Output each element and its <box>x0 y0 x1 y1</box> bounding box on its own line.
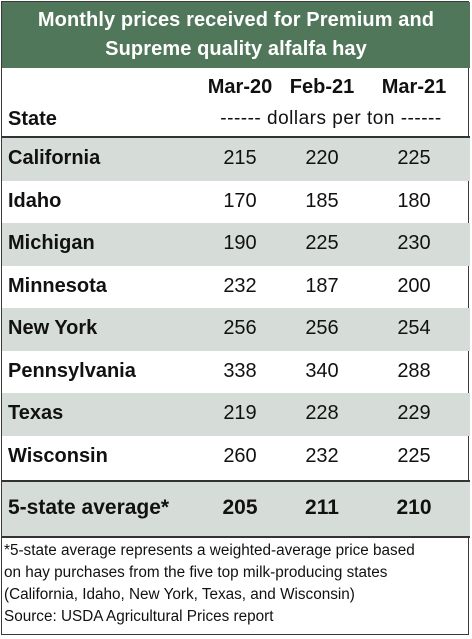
price-mar-20: 260 <box>223 444 257 467</box>
footnote: *5-state average represents a weighted-a… <box>4 540 468 628</box>
average-value-feb-21: 211 <box>305 496 339 519</box>
price-mar-20: 190 <box>223 232 257 254</box>
price-mar-21: 254 <box>397 317 431 339</box>
state-name: California <box>8 147 101 169</box>
price-feb-21: 187 <box>305 274 339 297</box>
price-mar-20: 338 <box>223 359 257 382</box>
price-mar-20: 256 <box>223 317 257 339</box>
price-feb-21: 225 <box>305 232 339 254</box>
state-name: Idaho <box>8 189 62 212</box>
price-mar-21: 288 <box>397 359 431 382</box>
price-mar-21: 230 <box>397 232 431 254</box>
table-row: California 215 220 225 <box>2 138 470 181</box>
column-header-mar-21: Mar-21 <box>381 76 447 98</box>
state-name: Texas <box>8 402 64 424</box>
state-name: Michigan <box>8 232 95 254</box>
price-mar-20: 232 <box>223 274 257 297</box>
column-header-feb-21: Feb-21 <box>289 76 355 98</box>
average-value-mar-20: 205 <box>222 496 258 519</box>
state-header: State <box>8 108 57 130</box>
table-row: Wisconsin 260 232 225 <box>2 436 470 479</box>
price-mar-21: 225 <box>397 147 431 169</box>
state-name: New York <box>8 317 98 339</box>
state-name: Minnesota <box>8 274 107 297</box>
footnote-line-3: (California, Idaho, New York, Texas, and… <box>4 586 355 603</box>
table-row: Pennsylvania 338 340 288 <box>2 351 470 394</box>
state-name: Pennsylvania <box>8 359 136 382</box>
price-mar-21: 200 <box>397 274 431 297</box>
table-row: Texas 219 228 229 <box>2 393 470 436</box>
price-feb-21: 185 <box>305 189 339 212</box>
price-feb-21: 256 <box>305 317 339 339</box>
footnote-source: Source: USDA Agricultural Prices report <box>4 608 274 625</box>
unit-label: ------ dollars per ton ------ <box>220 108 442 129</box>
price-mar-21: 225 <box>397 444 431 467</box>
price-mar-20: 215 <box>223 147 257 169</box>
price-feb-21: 220 <box>305 147 339 169</box>
footnote-line-1: *5-state average represents a weighted-a… <box>4 542 415 559</box>
price-mar-21: 180 <box>397 189 431 212</box>
average-row: 5-state average* 205 211 210 <box>2 480 470 538</box>
price-mar-20: 219 <box>223 402 257 424</box>
table-title: Monthly prices received for Premium and … <box>2 2 470 68</box>
footnote-line-2: on hay purchases from the five top milk-… <box>4 564 388 581</box>
table-body: California 215 220 225 Idaho 170 185 180 Michiga… <box>2 138 470 478</box>
price-feb-21: 340 <box>305 359 339 382</box>
table-row: Idaho 170 185 180 <box>2 181 470 224</box>
title-line-1: Monthly prices received for Premium and <box>37 9 435 31</box>
price-mar-20: 170 <box>223 189 257 212</box>
average-value-mar-21: 210 <box>396 496 432 519</box>
state-name: Wisconsin <box>8 444 108 467</box>
title-line-2: Supreme quality alfalfa hay <box>105 38 367 60</box>
table-row: New York 256 256 254 <box>2 308 470 351</box>
column-header-row: Mar-20 Feb-21 Mar-21 <box>2 72 470 102</box>
price-feb-21: 232 <box>305 444 339 467</box>
unit-header-row: State ------ dollars per ton ------ <box>2 104 470 138</box>
table-row: Michigan 190 225 230 <box>2 223 470 266</box>
price-feb-21: 228 <box>305 402 339 424</box>
price-mar-21: 229 <box>397 402 431 424</box>
column-header-mar-20: Mar-20 <box>207 76 273 98</box>
average-label: 5-state average* <box>8 496 170 519</box>
table-row: Minnesota 232 187 200 <box>2 266 470 309</box>
